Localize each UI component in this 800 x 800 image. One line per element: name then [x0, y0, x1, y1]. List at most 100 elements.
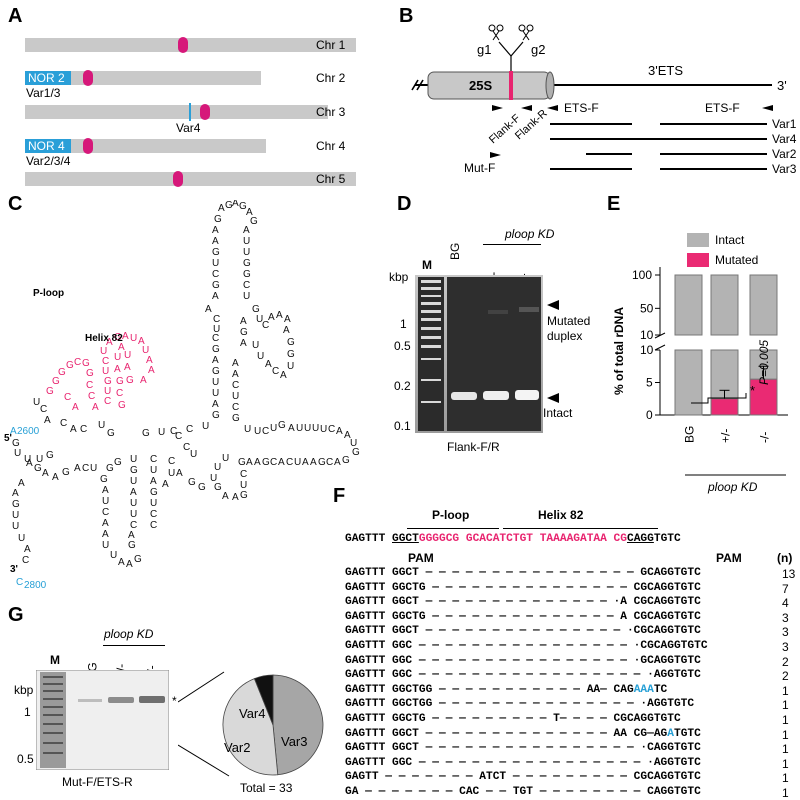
svg-text:U: U — [104, 386, 111, 397]
svg-text:A: A — [24, 544, 31, 555]
alignment-sequence: GAGTTT GGCT — — — — — — — — — — — — — — … — [345, 567, 701, 579]
arrow-left-icon — [547, 105, 558, 111]
svg-text:A: A — [118, 557, 125, 568]
alignment-sequence: GAGTTT GGCT — — — — — — — — — — — — — — … — [345, 596, 701, 609]
svg-text:U: U — [33, 397, 40, 408]
panel-label-g: G — [8, 604, 24, 626]
alignment-sequence: GAGTTT GGCTGG — — — — — — — — — — — — — … — [345, 698, 695, 711]
svg-text:A: A — [240, 316, 247, 327]
svg-text:C: C — [102, 356, 109, 367]
svg-text:A: A — [140, 375, 147, 386]
svg-text:A: A — [52, 472, 59, 483]
svg-text:G: G — [212, 247, 220, 258]
alignment-tail: TC — [653, 683, 668, 696]
svg-text:C: C — [64, 392, 71, 403]
helix-title: Helix 82 — [538, 508, 584, 522]
alignment-row: GAGTTT GGC — — — — — — — — — — — — — — —… — [345, 757, 701, 769]
svg-text:G: G — [238, 457, 246, 468]
svg-text:A: A — [102, 485, 109, 496]
group-bracket — [103, 645, 165, 646]
nor-label: NOR 2 — [28, 71, 65, 85]
svg-text:G: G — [82, 358, 90, 369]
y-tick-label: 5 — [646, 376, 653, 390]
svg-text:G: G — [62, 467, 70, 478]
pie-chart: Var4 Var2 Var3 Total = 33 — [178, 671, 324, 795]
svg-text:C: C — [82, 463, 89, 474]
read-count: 13 — [782, 567, 796, 581]
svg-text:C: C — [262, 320, 269, 331]
alignment-sequence: GAGTTT GGCTGG — — — — — — — — — — — AA— … — [345, 683, 634, 696]
legend-swatch-mutated — [687, 253, 709, 267]
alignment-sequence: GAGTTT GGCTG — — — — — — — — — — — — — —… — [345, 610, 701, 623]
svg-text:A: A — [288, 423, 295, 434]
variant-label: Var2 — [772, 147, 797, 161]
svg-text:C: C — [170, 426, 177, 437]
scissors-icon — [518, 24, 534, 41]
nor-region — [25, 139, 71, 153]
significance-bracket — [691, 393, 747, 404]
svg-text:U: U — [243, 247, 250, 258]
alignment-row: GAGTTT GGC — — — — — — — — — — — — — — —… — [345, 655, 701, 667]
x-tick-label: BG — [683, 426, 697, 443]
svg-text:G: G — [239, 201, 247, 212]
svg-text:A: A — [232, 200, 239, 209]
svg-text:A: A — [176, 468, 183, 479]
alignment-sequence: GAGTTT GGCTG — — — — — — — — — — — — — —… — [345, 581, 701, 594]
svg-text:U: U — [124, 350, 131, 361]
svg-text:A: A — [283, 325, 290, 336]
svg-text:A: A — [254, 457, 261, 468]
svg-text:A: A — [302, 457, 309, 468]
read-count: 2 — [782, 654, 789, 669]
svg-text:G: G — [287, 337, 295, 348]
svg-text:G: G — [198, 482, 206, 493]
y-tick-label: 0 — [646, 408, 653, 422]
gel-image — [36, 670, 169, 770]
svg-text:U: U — [98, 420, 105, 431]
bar-mutated — [710, 398, 739, 416]
panel-b-construct: g1 g2 25S 3'ETS 3' Flank-F Flank-R ETS-F… — [411, 24, 797, 176]
svg-text:U: U — [110, 550, 117, 561]
svg-text:U: U — [296, 423, 303, 434]
y-tick-label: 50 — [640, 301, 654, 315]
read-count: 1 — [782, 742, 789, 757]
gene-label: 25S — [469, 78, 492, 93]
svg-text:A: A — [212, 236, 219, 247]
primer-label: ETS-F — [564, 101, 599, 115]
mutated-base: A — [667, 727, 674, 740]
nor-region — [25, 71, 71, 85]
svg-text:A: A — [232, 369, 239, 380]
svg-text:G: G — [150, 487, 158, 498]
svg-text:A: A — [74, 463, 81, 474]
svg-text:U: U — [212, 388, 219, 399]
pie-connector — [178, 744, 230, 777]
group-label: ploop KD — [707, 480, 758, 494]
svg-text:G: G — [86, 368, 94, 379]
svg-text:A: A — [284, 314, 291, 325]
group-bracket — [483, 244, 541, 245]
chromosome-label: Chr 5 — [316, 172, 346, 186]
svg-text:A: A — [240, 338, 247, 349]
svg-text:A: A — [218, 203, 225, 214]
svg-text:U: U — [158, 427, 165, 438]
svg-text:C: C — [22, 555, 29, 566]
svg-text:A: A — [246, 207, 253, 218]
group-label: ploop KD — [505, 227, 555, 241]
alignment-row: GAGTTT GGCTG — — — — — — — — — T— — — — … — [345, 713, 681, 725]
start-position: 2600 — [17, 426, 40, 437]
alignment-row: GAGTTT GGCTGG — — — — — — — — — — — — — … — [345, 698, 694, 710]
svg-text:G: G — [100, 474, 108, 485]
svg-text:A: A — [268, 312, 275, 323]
svg-text:A: A — [310, 457, 317, 468]
svg-text:G: G — [262, 457, 270, 468]
svg-text:G: G — [214, 214, 222, 225]
reference-sequence: GAGTTT GGCTGGGGCG GCACATCTGT TAAAAGATAA … — [345, 533, 681, 545]
var4-locus — [189, 103, 191, 121]
svg-text:G: G — [240, 327, 248, 338]
svg-text:C: C — [88, 391, 95, 402]
alignment-sequence: GAGTTT GGC — — — — — — — — — — — — — — —… — [345, 756, 701, 769]
axis-break-mark — [654, 344, 666, 351]
centromere-marker — [83, 70, 93, 86]
legend-label: Intact — [715, 233, 745, 247]
